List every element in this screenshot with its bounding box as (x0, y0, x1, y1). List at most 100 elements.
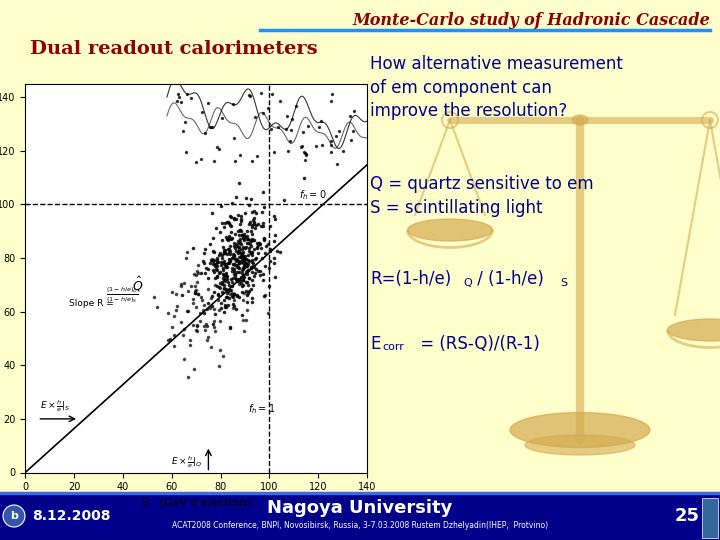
Point (197, 256, 209, 265)
Point (263, 309, 274, 318)
Point (233, 259, 245, 267)
Text: $f_h=1$: $f_h=1$ (248, 402, 275, 416)
Point (291, 102, 302, 110)
Point (228, 252, 240, 260)
Point (189, 286, 201, 295)
Point (264, 256, 276, 265)
Point (233, 264, 245, 272)
Point (258, 291, 270, 300)
Point (238, 235, 250, 244)
Point (184, 335, 195, 344)
Point (237, 242, 248, 251)
Point (227, 259, 238, 268)
Point (170, 306, 181, 314)
Point (240, 193, 252, 202)
Point (234, 219, 246, 228)
Point (212, 258, 224, 266)
Point (287, 115, 298, 124)
Point (236, 266, 248, 275)
Point (195, 154, 207, 163)
Point (282, 112, 293, 120)
Text: $E\times\frac{h}{e}|_Q$: $E\times\frac{h}{e}|_Q$ (171, 455, 202, 470)
Point (207, 260, 219, 269)
Point (171, 302, 183, 310)
Point (257, 187, 269, 196)
Point (240, 278, 252, 287)
Point (236, 282, 248, 291)
Point (235, 217, 247, 225)
Point (238, 255, 249, 264)
Point (202, 285, 213, 293)
Point (171, 97, 183, 106)
Text: $\frac{(1-h/e)_Q}{(1-h/e)_S}$: $\frac{(1-h/e)_Q}{(1-h/e)_S}$ (106, 286, 138, 305)
Point (199, 322, 210, 330)
Point (175, 282, 186, 291)
Point (247, 255, 258, 264)
Point (259, 248, 271, 257)
Point (251, 242, 263, 251)
Point (250, 209, 261, 218)
Point (232, 255, 243, 264)
Point (219, 249, 230, 258)
Point (235, 275, 246, 284)
Point (243, 91, 255, 99)
Point (246, 157, 258, 165)
Point (325, 147, 337, 156)
Point (274, 248, 286, 256)
Point (235, 253, 247, 261)
Point (236, 268, 248, 277)
Point (215, 258, 227, 266)
Point (230, 247, 242, 255)
Point (231, 267, 243, 276)
Point (330, 132, 341, 140)
Point (205, 256, 217, 265)
Point (217, 287, 228, 296)
Point (338, 147, 349, 156)
Point (217, 235, 228, 244)
Point (230, 193, 242, 202)
Point (179, 117, 191, 126)
Point (269, 259, 280, 268)
Circle shape (3, 505, 25, 527)
Text: $E\times\frac{h}{e}|_S$: $E\times\frac{h}{e}|_S$ (40, 399, 71, 414)
Point (315, 117, 327, 125)
Point (168, 330, 179, 339)
Point (199, 245, 211, 253)
Point (345, 112, 356, 120)
Point (219, 260, 230, 268)
Text: $\hat{Q}$: $\hat{Q}$ (132, 275, 143, 294)
Point (228, 289, 240, 298)
Point (207, 302, 218, 310)
Point (204, 303, 216, 312)
Point (214, 248, 225, 257)
Point (274, 97, 286, 106)
Point (300, 156, 311, 164)
Point (215, 278, 226, 287)
Text: 8.12.2008: 8.12.2008 (32, 509, 110, 523)
Point (191, 321, 202, 330)
Point (242, 266, 253, 274)
Point (224, 324, 235, 333)
Point (235, 227, 246, 235)
Point (248, 236, 260, 245)
Point (220, 272, 231, 280)
Point (188, 364, 199, 373)
Point (217, 352, 229, 360)
Point (252, 266, 264, 275)
Point (187, 244, 199, 252)
Point (204, 239, 216, 248)
Point (246, 264, 257, 273)
Point (187, 321, 199, 329)
Point (228, 265, 240, 273)
Point (222, 218, 233, 227)
Point (208, 157, 220, 166)
Point (246, 208, 258, 217)
Point (211, 265, 222, 274)
Point (240, 259, 251, 267)
Point (229, 270, 240, 279)
Point (243, 239, 254, 247)
Point (297, 127, 308, 136)
Point (239, 252, 251, 260)
Point (238, 259, 249, 267)
Point (248, 207, 260, 215)
